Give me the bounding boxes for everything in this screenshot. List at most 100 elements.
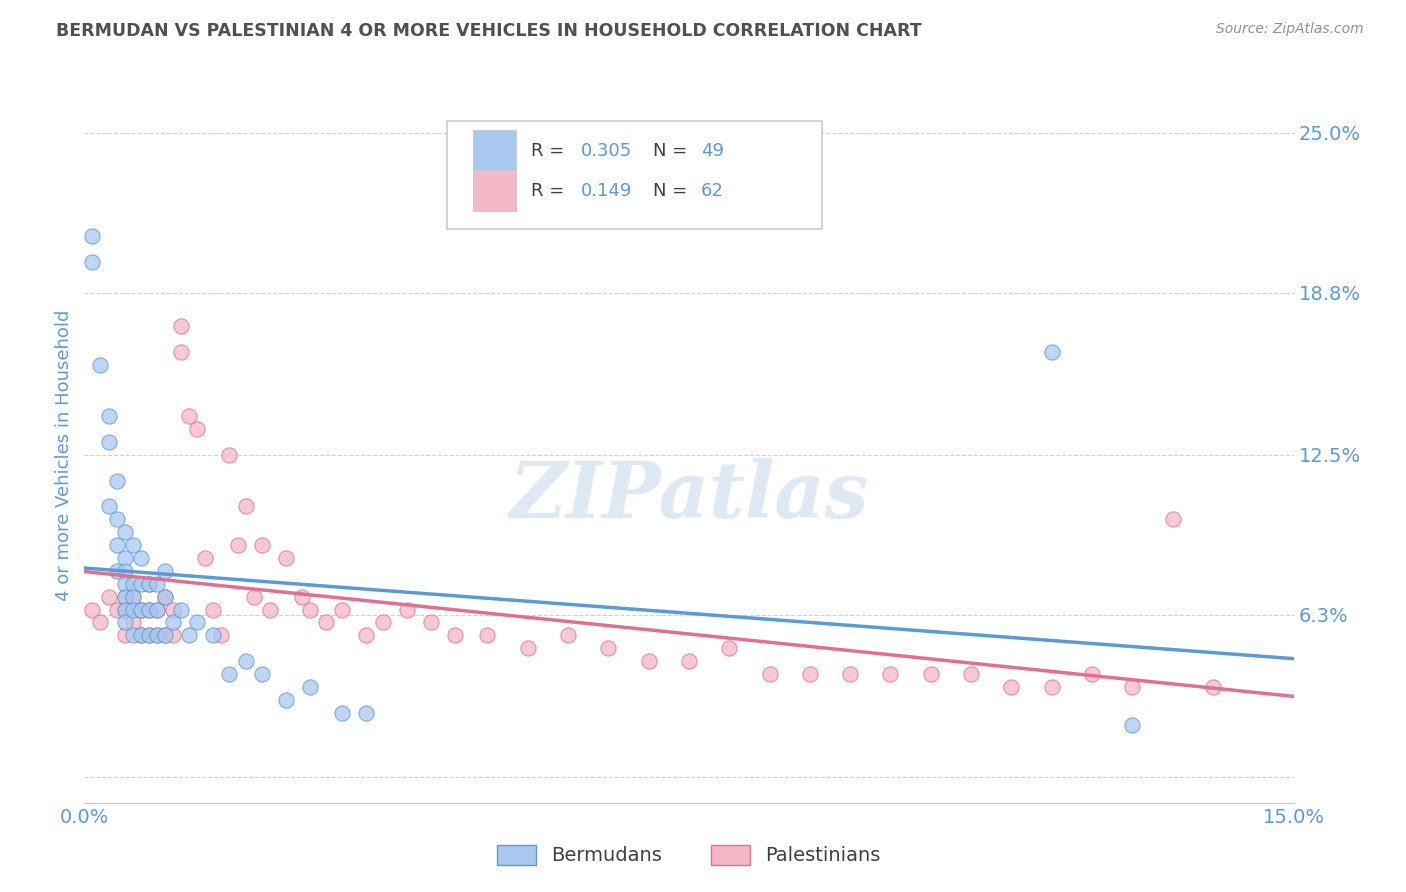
Text: 0.149: 0.149 xyxy=(581,182,633,200)
Point xyxy=(170,344,193,359)
Legend: Bermudans, Palestinians: Bermudans, Palestinians xyxy=(489,837,889,873)
Point xyxy=(444,628,467,642)
Point xyxy=(186,422,208,436)
Point xyxy=(121,602,143,616)
Point xyxy=(516,641,538,656)
Point xyxy=(299,602,322,616)
Point xyxy=(114,576,136,591)
Point xyxy=(371,615,394,630)
Point xyxy=(879,667,901,681)
Point xyxy=(291,590,314,604)
Point xyxy=(395,602,418,616)
Point xyxy=(250,667,273,681)
Point xyxy=(299,680,322,694)
Point xyxy=(138,628,160,642)
Point xyxy=(82,254,104,268)
Point xyxy=(235,654,257,668)
Point xyxy=(138,576,160,591)
Point xyxy=(678,654,700,668)
Text: N =: N = xyxy=(652,182,693,200)
Point xyxy=(114,615,136,630)
Text: 62: 62 xyxy=(702,182,724,200)
Point xyxy=(242,590,264,604)
Point xyxy=(1121,718,1143,732)
Point xyxy=(97,409,120,424)
Point xyxy=(598,641,620,656)
Text: BERMUDAN VS PALESTINIAN 4 OR MORE VEHICLES IN HOUSEHOLD CORRELATION CHART: BERMUDAN VS PALESTINIAN 4 OR MORE VEHICL… xyxy=(56,22,922,40)
Point xyxy=(162,602,184,616)
Point xyxy=(420,615,443,630)
Point xyxy=(105,474,128,488)
Point xyxy=(105,602,128,616)
Point xyxy=(114,590,136,604)
Point xyxy=(129,551,152,566)
Point xyxy=(799,667,821,681)
Point xyxy=(1081,667,1104,681)
Point xyxy=(250,538,273,552)
Point xyxy=(129,628,152,642)
Point xyxy=(121,576,143,591)
FancyBboxPatch shape xyxy=(447,121,823,229)
Point xyxy=(146,628,169,642)
Point xyxy=(114,564,136,578)
Point xyxy=(202,628,225,642)
Point xyxy=(170,319,193,334)
Point xyxy=(114,525,136,540)
Text: 49: 49 xyxy=(702,142,724,160)
Point xyxy=(121,538,143,552)
Point xyxy=(146,602,169,616)
Point xyxy=(89,615,111,630)
Text: 0.305: 0.305 xyxy=(581,142,633,160)
Point xyxy=(179,409,201,424)
Point xyxy=(186,615,208,630)
Point xyxy=(718,641,741,656)
Point xyxy=(82,228,104,243)
Point xyxy=(105,564,128,578)
Point xyxy=(274,692,297,706)
FancyBboxPatch shape xyxy=(472,130,516,171)
Point xyxy=(153,628,176,642)
Point xyxy=(839,667,862,681)
Point xyxy=(121,590,143,604)
Point xyxy=(1000,680,1022,694)
Point xyxy=(129,628,152,642)
Point xyxy=(153,628,176,642)
Point xyxy=(138,602,160,616)
Point xyxy=(162,615,184,630)
Point xyxy=(146,576,169,591)
Point xyxy=(637,654,659,668)
Point xyxy=(235,500,257,514)
Point xyxy=(114,551,136,566)
Point xyxy=(138,602,160,616)
Point xyxy=(162,628,184,642)
Point xyxy=(114,602,136,616)
Point xyxy=(1040,344,1063,359)
Point xyxy=(105,512,128,526)
Point xyxy=(1040,680,1063,694)
Point xyxy=(557,628,579,642)
Point xyxy=(330,602,353,616)
Point xyxy=(97,500,120,514)
Point xyxy=(170,602,193,616)
Point xyxy=(920,667,942,681)
Point xyxy=(114,628,136,642)
Point xyxy=(138,628,160,642)
Point xyxy=(330,706,353,720)
Point xyxy=(105,538,128,552)
Point xyxy=(218,448,240,462)
Point xyxy=(114,590,136,604)
Point xyxy=(129,576,152,591)
Text: ZIPatlas: ZIPatlas xyxy=(509,458,869,535)
Point xyxy=(89,358,111,372)
FancyBboxPatch shape xyxy=(472,170,516,211)
Point xyxy=(960,667,983,681)
Text: R =: R = xyxy=(530,182,569,200)
Point xyxy=(179,628,201,642)
Point xyxy=(209,628,232,642)
Point xyxy=(121,628,143,642)
Point xyxy=(477,628,499,642)
Point xyxy=(129,602,152,616)
Point xyxy=(82,602,104,616)
Point xyxy=(97,590,120,604)
Point xyxy=(226,538,249,552)
